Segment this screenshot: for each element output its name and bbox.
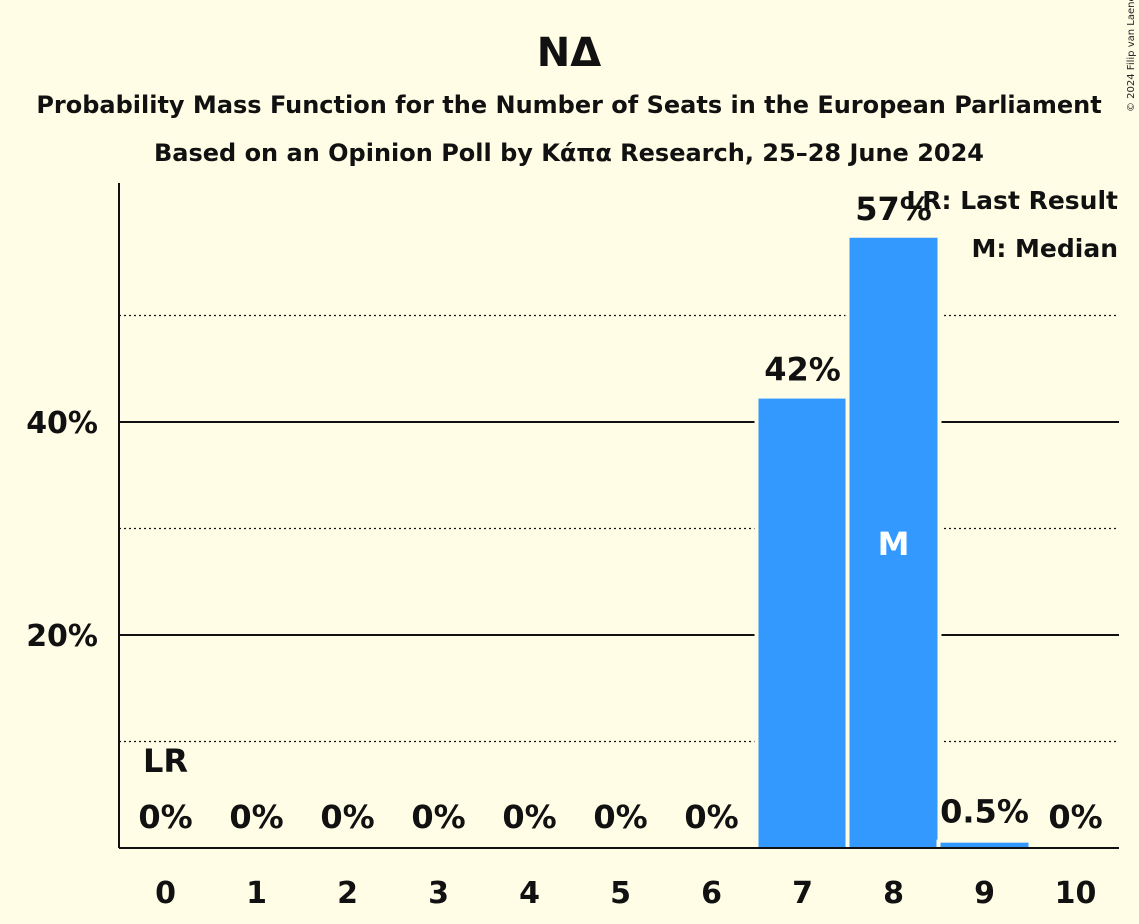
gridlines <box>119 314 1119 743</box>
copyright-note: © 2024 Filip van Laenen <box>1126 0 1137 112</box>
x-tick-label: 1 <box>246 876 267 911</box>
chart-subtitle-source: Based on an Opinion Poll by Κάπα Researc… <box>154 139 984 167</box>
bar-value-label: 0% <box>320 798 374 836</box>
x-tick-label: 9 <box>974 876 995 911</box>
bar-value-label: 0% <box>502 798 556 836</box>
chart-subtitle: Probability Mass Function for the Number… <box>36 91 1101 119</box>
last-result-marker: LR <box>143 742 188 780</box>
bar <box>849 237 938 848</box>
y-tick-label: 40% <box>26 406 98 441</box>
markers: LR M <box>143 525 909 780</box>
y-tick-label: 20% <box>26 619 98 654</box>
x-tick-label: 5 <box>610 876 631 911</box>
x-tick-label: 3 <box>428 876 449 911</box>
bar-value-label: 0% <box>229 798 283 836</box>
x-tick-label: 8 <box>883 876 904 911</box>
x-tick-label: 10 <box>1055 876 1097 911</box>
bars <box>754 234 1033 848</box>
median-marker: M <box>878 525 910 563</box>
bar-value-label: 0% <box>684 798 738 836</box>
bar-value-label: 0% <box>593 798 647 836</box>
legend-last-result: LR: Last Result <box>906 186 1118 215</box>
bar-value-label: 0% <box>1048 798 1102 836</box>
bar-value-label: 0.5% <box>940 793 1029 831</box>
x-tick-label: 0 <box>155 876 176 911</box>
x-tick-label: 4 <box>519 876 540 911</box>
bar-value-label: 0% <box>138 798 192 836</box>
x-tick-label: 6 <box>701 876 722 911</box>
bar-value-label: 57% <box>855 190 932 228</box>
bar <box>940 842 1029 848</box>
legend-median: M: Median <box>971 234 1118 263</box>
chart-title: ΝΔ <box>537 30 601 76</box>
bar <box>758 398 847 848</box>
bar-value-label: 42% <box>764 351 841 389</box>
x-tick-labels: 0 1 2 3 4 5 6 7 8 9 10 <box>155 876 1096 911</box>
x-tick-label: 7 <box>792 876 813 911</box>
y-tick-labels: 20% 40% <box>26 406 98 654</box>
bar-value-labels: 0% 0% 0% 0% 0% 0% 0% 42% 57% 0.5% 0% <box>138 190 1102 836</box>
x-tick-label: 2 <box>337 876 358 911</box>
bar-value-label: 0% <box>411 798 465 836</box>
